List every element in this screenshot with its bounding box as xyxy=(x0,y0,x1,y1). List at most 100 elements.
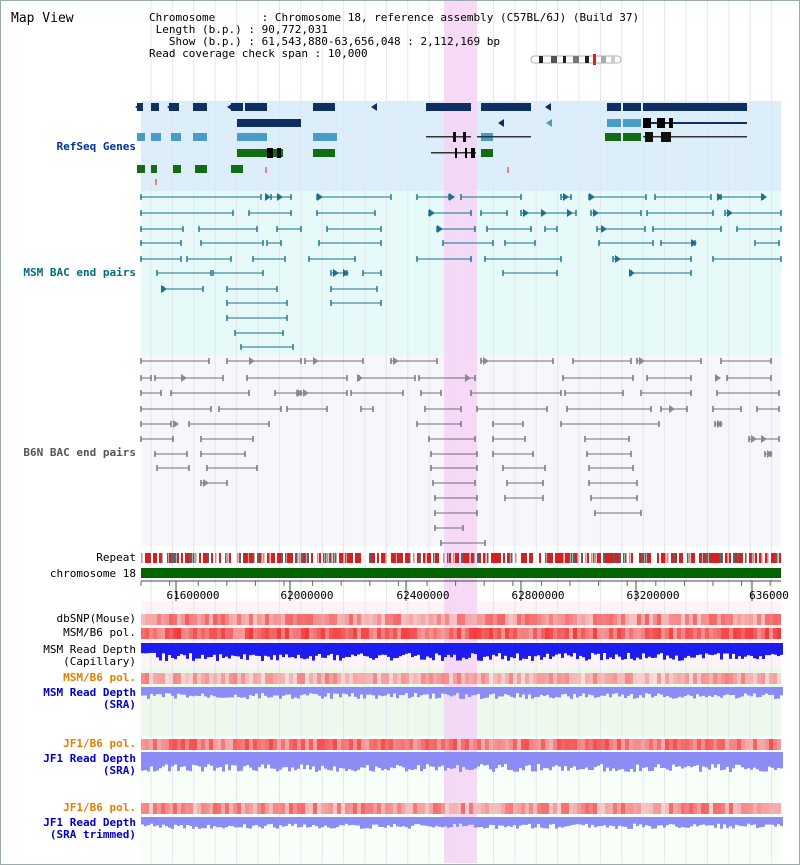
polymorphism-cell xyxy=(421,614,425,625)
polymorphism-cell xyxy=(681,614,685,625)
chromosome-ideogram[interactable] xyxy=(529,53,623,65)
read-depth-bar xyxy=(750,752,753,770)
polymorphism-cell xyxy=(753,673,757,684)
read-depth-bar xyxy=(372,643,375,660)
read-depth-bar xyxy=(648,643,651,657)
polymorphism-cell xyxy=(729,614,733,625)
polymorphism-cell xyxy=(449,673,453,684)
read-depth-bar xyxy=(369,752,372,771)
repeat-segment xyxy=(413,553,415,563)
polymorphism-cell xyxy=(417,614,421,625)
polymorphism-cell xyxy=(581,673,585,684)
repeat-segment xyxy=(271,553,273,563)
polymorphism-cell xyxy=(685,673,689,684)
read-depth-bar xyxy=(669,643,672,659)
polymorphism-cell xyxy=(517,628,521,639)
polymorphism-cell xyxy=(173,739,177,750)
polymorphism-cell xyxy=(441,628,445,639)
read-depth-bar xyxy=(303,817,306,825)
polymorphism-cell xyxy=(745,673,749,684)
read-depth-bar xyxy=(480,687,483,699)
read-depth-bar xyxy=(741,643,744,659)
read-depth-bar xyxy=(258,817,261,827)
read-depth-bar xyxy=(444,817,447,827)
read-depth-bar xyxy=(510,817,513,827)
polymorphism-cell xyxy=(229,803,233,814)
read-depth-bar xyxy=(408,643,411,654)
polymorphism-cell xyxy=(737,628,741,639)
polymorphism-cell xyxy=(505,673,509,684)
read-depth-bar xyxy=(195,752,198,766)
read-depth-bar xyxy=(405,687,408,694)
msm-depth-sra-line2: (SRA) xyxy=(102,698,136,711)
read-depth-bar xyxy=(342,817,345,826)
read-depth-bar xyxy=(744,752,747,770)
polymorphism-cell xyxy=(249,739,253,750)
polymorphism-cell xyxy=(193,673,197,684)
read-depth-bar xyxy=(774,752,777,770)
read-depth-bar xyxy=(243,817,246,825)
polymorphism-cell xyxy=(161,673,165,684)
polymorphism-cell xyxy=(445,614,449,625)
repeat-segment xyxy=(373,553,375,563)
read-depth-bar xyxy=(477,687,480,694)
repeat-segment xyxy=(719,553,721,563)
repeat-segment xyxy=(443,553,445,563)
read-depth-bar xyxy=(504,687,507,695)
polymorphism-cell xyxy=(241,803,245,814)
polymorphism-cell xyxy=(733,739,737,750)
polymorphism-cell xyxy=(453,739,457,750)
read-depth-bar xyxy=(507,817,510,826)
read-depth-bar xyxy=(405,643,408,654)
repeat-segment xyxy=(435,553,437,563)
polymorphism-cell xyxy=(649,739,653,750)
repeat-segment xyxy=(401,553,403,563)
polymorphism-cell xyxy=(753,739,757,750)
polymorphism-cell xyxy=(737,673,741,684)
read-depth-bar xyxy=(282,817,285,827)
read-depth-bar xyxy=(675,752,678,767)
read-depth-bar xyxy=(225,817,228,828)
b6n-bac-arrow-icon xyxy=(181,374,187,382)
read-depth-bar xyxy=(723,817,726,825)
read-depth-bar xyxy=(264,752,267,769)
gene-block xyxy=(477,136,531,138)
read-depth-bar xyxy=(732,817,735,829)
polymorphism-cell xyxy=(189,673,193,684)
polymorphism-cell xyxy=(749,803,753,814)
read-depth-bar xyxy=(666,752,669,770)
read-depth-bar xyxy=(177,752,180,771)
read-depth-bar xyxy=(309,752,312,770)
polymorphism-cell xyxy=(629,803,633,814)
gene-block xyxy=(661,132,671,142)
polymorphism-cell xyxy=(257,628,261,639)
read-depth-bar xyxy=(774,687,777,699)
polymorphism-cell xyxy=(485,803,489,814)
polymorphism-cell xyxy=(377,803,381,814)
polymorphism-cell xyxy=(769,803,773,814)
polymorphism-cell xyxy=(593,739,597,750)
read-depth-bar xyxy=(165,817,168,827)
polymorphism-cell xyxy=(721,803,725,814)
read-depth-bar xyxy=(267,643,270,657)
polymorphism-cell xyxy=(605,614,609,625)
read-depth-bar xyxy=(513,752,516,772)
polymorphism-cell xyxy=(477,628,481,639)
polymorphism-cell xyxy=(537,673,541,684)
repeat-segment xyxy=(215,553,217,563)
read-depth-bar xyxy=(183,817,186,829)
read-depth-bar xyxy=(291,752,294,768)
polymorphism-cell xyxy=(309,628,313,639)
polymorphism-cell xyxy=(389,803,393,814)
polymorphism-cell xyxy=(509,628,513,639)
polymorphism-cell xyxy=(513,739,517,750)
polymorphism-cell xyxy=(445,628,449,639)
polymorphism-cell xyxy=(681,739,685,750)
read-depth-bar xyxy=(234,687,237,695)
read-depth-bar xyxy=(573,752,576,767)
polymorphism-cell xyxy=(457,739,461,750)
repeat-segment xyxy=(227,553,229,563)
read-depth-bar xyxy=(630,687,633,694)
repeat-segment xyxy=(181,553,183,563)
